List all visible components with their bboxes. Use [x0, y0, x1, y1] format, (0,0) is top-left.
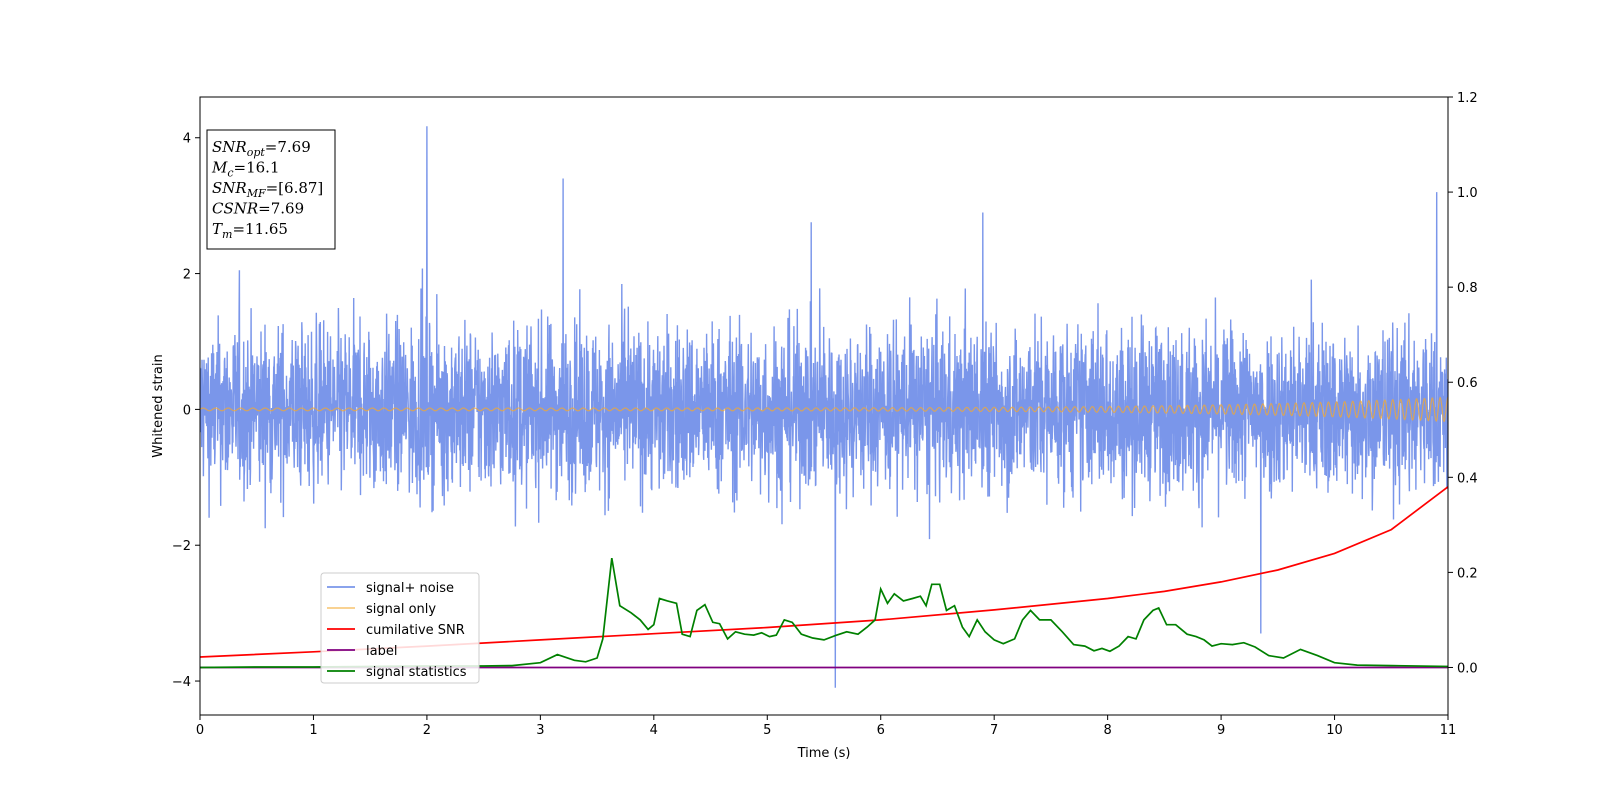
x-tick-label: 4: [650, 723, 658, 738]
x-tick-label: 7: [990, 723, 998, 738]
legend: signal+ noise signal only cumilative SNR la…: [320, 572, 480, 684]
info-subscript: MF: [246, 187, 266, 200]
info-value: =11.65: [232, 220, 288, 238]
y2-tick-label: 0.0: [1457, 661, 1478, 676]
y-tick-label: 0: [183, 403, 191, 418]
info-symbol: SNR: [212, 138, 247, 156]
legend-label: signal statistics: [366, 665, 467, 680]
axes-layer: 0 1 2 3 4 5 6 7 8 9 10 11 −4 −2 0 2 4 0.0 0.2 0.4 0.6 0.8 1.0 1…: [172, 91, 1478, 738]
info-box: SNRopt=7.69Mc=16.1SNRMF=[6.87]CSNR=7.69T…: [206, 129, 336, 250]
info-box-line: Tm=11.65: [212, 220, 288, 241]
info-box-line: SNRMF=[6.87]: [212, 179, 323, 200]
info-value: =16.1: [234, 159, 280, 177]
info-box-frame: [206, 129, 336, 250]
series-signal-only: [200, 396, 1448, 423]
y2-tick-label: 0.2: [1457, 566, 1478, 581]
info-symbol: SNR: [212, 179, 247, 197]
info-value: =7.69: [265, 138, 311, 156]
legend-label: cumilative SNR: [366, 623, 465, 638]
x-tick-label: 6: [877, 723, 885, 738]
y2-tick-label: 0.8: [1457, 281, 1478, 296]
info-box-line: CSNR=7.69: [212, 200, 304, 218]
info-value: =7.69: [258, 200, 304, 218]
info-box-line: Mc=16.1: [211, 159, 280, 180]
x-tick-label: 5: [763, 723, 771, 738]
y-tick-label: 4: [183, 132, 191, 147]
legend-label: label: [366, 644, 397, 659]
x-tick-label: 11: [1440, 723, 1457, 738]
info-symbol: M: [211, 159, 228, 177]
info-subscript: m: [222, 228, 232, 241]
info-subscript: opt: [247, 146, 266, 159]
x-tick-label: 10: [1326, 723, 1343, 738]
info-symbol: CSNR: [212, 200, 258, 218]
x-tick-label: 8: [1103, 723, 1111, 738]
info-value: =[6.87]: [266, 179, 324, 197]
x-tick-label: 9: [1217, 723, 1225, 738]
plot-frame: [199, 96, 1449, 716]
legend-label: signal+ noise: [366, 581, 454, 596]
y-tick-label: 2: [183, 268, 191, 283]
y2-tick-label: 1.2: [1457, 91, 1478, 106]
y-tick-label: −4: [172, 675, 191, 690]
x-tick-label: 1: [309, 723, 317, 738]
x-tick-label: 3: [536, 723, 544, 738]
series-signal-statistics: [200, 557, 1448, 669]
y-tick-label: −2: [172, 539, 191, 554]
x-tick-label: 2: [423, 723, 431, 738]
legend-label: signal only: [366, 602, 436, 617]
y2-tick-label: 0.4: [1457, 471, 1478, 486]
legend-frame: [320, 572, 480, 684]
y2-tick-label: 0.6: [1457, 376, 1478, 391]
info-symbol: T: [212, 220, 223, 238]
info-box-line: SNRopt=7.69: [212, 138, 311, 159]
series-signal-noise: [200, 126, 1448, 688]
y2-tick-label: 1.0: [1457, 186, 1478, 201]
y-axis-label: Whitened strain: [151, 354, 166, 457]
info-subscript: c: [227, 167, 233, 180]
x-axis-label: Time (s): [797, 746, 851, 761]
x-tick-label: 0: [196, 723, 204, 738]
